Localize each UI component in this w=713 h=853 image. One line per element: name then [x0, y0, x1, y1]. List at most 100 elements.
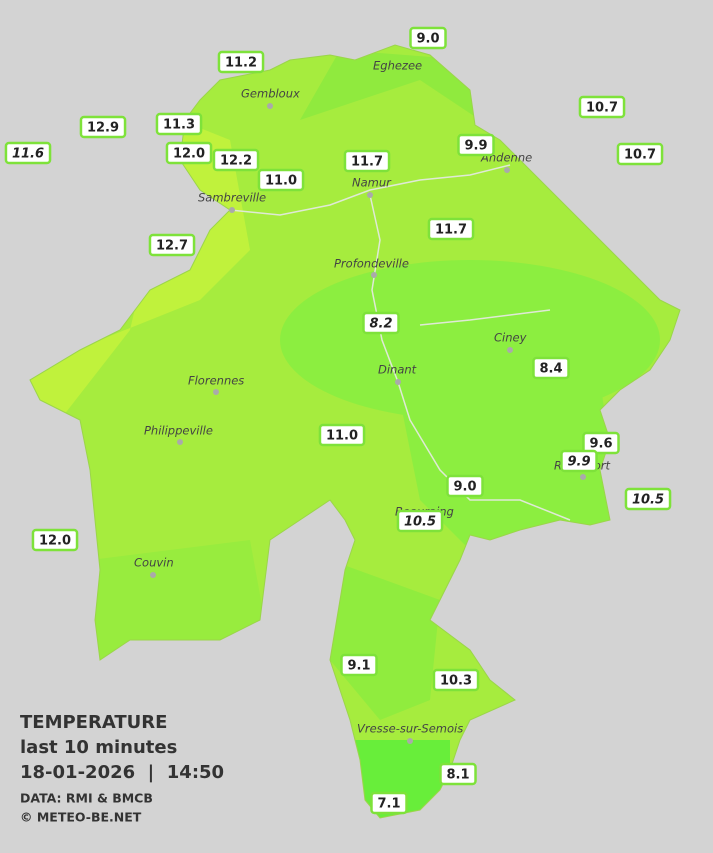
station-value: 12.7: [156, 239, 188, 254]
town-dot: [267, 103, 273, 109]
station-box: [79, 115, 127, 139]
station-box: [31, 528, 79, 552]
station-value: 8.2: [369, 317, 392, 332]
station-value: 12.2: [220, 154, 252, 169]
station-box: [432, 668, 480, 692]
station-value: 10.5: [404, 515, 436, 530]
header: TEMPERATURE last 10 minutes 18-01-2026 |…: [20, 712, 224, 825]
station-value: 11.3: [163, 118, 195, 133]
station: 9.1: [340, 653, 378, 677]
station-box: [578, 95, 626, 119]
station-value: 9.0: [416, 32, 439, 47]
station-box: [340, 653, 378, 677]
station-box: [343, 149, 391, 173]
station-box: [257, 168, 305, 192]
station-box: [560, 449, 598, 473]
station-box: [155, 112, 203, 136]
town-dot: [395, 379, 401, 385]
station-value: 10.7: [624, 148, 656, 163]
town-dot: [580, 474, 586, 480]
station-value: 12.0: [173, 147, 205, 162]
town-dot: [504, 167, 510, 173]
station-value: 11.0: [265, 174, 297, 189]
station: 11.0: [257, 168, 305, 192]
station: 9.0: [446, 474, 484, 498]
credit: © METEO-BE.NET: [20, 810, 142, 825]
station: 9.6: [582, 431, 620, 455]
station: 12.0: [31, 528, 79, 552]
station-box: [362, 311, 400, 335]
station-box: [427, 217, 475, 241]
title: TEMPERATURE: [20, 712, 167, 733]
station-value: 9.0: [453, 480, 476, 495]
station-box: [457, 133, 495, 157]
station: 12.0: [165, 141, 213, 165]
town-dot: [150, 572, 156, 578]
station-box: [446, 474, 484, 498]
station: 8.1: [439, 762, 477, 786]
timestamp: 18-01-2026 | 14:50: [20, 762, 224, 783]
town-label: Profondeville: [334, 257, 409, 271]
town-dot: [407, 738, 413, 744]
station-box: [582, 431, 620, 455]
station-value: 9.1: [347, 659, 370, 674]
town-dot: [367, 192, 373, 198]
station: 10.7: [616, 142, 664, 166]
station-value: 10.7: [586, 101, 618, 116]
station-value: 10.5: [632, 493, 664, 508]
station-value: 11.2: [225, 56, 257, 71]
town-label: Namur: [352, 176, 392, 190]
station-box: [532, 356, 570, 380]
station: 12.9: [79, 115, 127, 139]
town-label: Couvin: [134, 556, 174, 570]
station-value: 9.9: [567, 455, 590, 470]
station: 10.5: [396, 509, 444, 533]
station-box: [409, 26, 447, 50]
station: 9.9: [457, 133, 495, 157]
station: 9.0: [409, 26, 447, 50]
stations: 9.0 11.2 10.7 12.9 11.3 11.6 12.0 12.2 9.9 10.7 11…: [4, 26, 672, 815]
station: 11.0: [318, 423, 366, 447]
station-value: 7.1: [377, 797, 400, 812]
station: 12.2: [212, 148, 260, 172]
town-dot: [371, 272, 377, 278]
station-box: [318, 423, 366, 447]
town-label: Philippeville: [144, 424, 213, 438]
station-box: [370, 791, 408, 815]
town-dot: [213, 389, 219, 395]
town-label: Sambreville: [198, 191, 266, 205]
station: 10.3: [432, 668, 480, 692]
station: 11.3: [155, 112, 203, 136]
station-value: 9.6: [589, 437, 612, 452]
town-label: Ciney: [494, 331, 527, 345]
town-dot: [177, 439, 183, 445]
source: DATA: RMI & BMCB: [20, 791, 153, 806]
station: 11.2: [217, 50, 265, 74]
town-dot: [507, 347, 513, 353]
station-box: [439, 762, 477, 786]
town-label: Gembloux: [241, 87, 300, 101]
station-box: [148, 233, 196, 257]
town-label: Dinant: [378, 363, 417, 377]
station-value: 10.3: [440, 674, 472, 689]
station-box: [212, 148, 260, 172]
station-value: 11.0: [326, 429, 358, 444]
station-box: [624, 487, 672, 511]
station: 7.1: [370, 791, 408, 815]
station: 8.4: [532, 356, 570, 380]
station-box: [165, 141, 213, 165]
station: 11.7: [427, 217, 475, 241]
station-value: 8.4: [539, 362, 562, 377]
station-box: [616, 142, 664, 166]
station: 10.7: [578, 95, 626, 119]
station: 8.2: [362, 311, 400, 335]
station-box: [217, 50, 265, 74]
station-value: 8.1: [446, 768, 469, 783]
station-value: 9.9: [464, 139, 487, 154]
station-value: 11.7: [435, 223, 467, 238]
station-box: [4, 141, 52, 165]
period: last 10 minutes: [20, 737, 177, 758]
station-value: 11.6: [12, 147, 44, 162]
station: 11.6: [4, 141, 52, 165]
